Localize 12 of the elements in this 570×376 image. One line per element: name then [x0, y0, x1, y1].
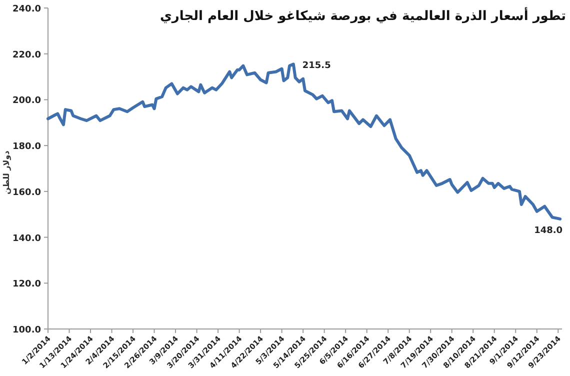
- y-tick-label: 100.0: [12, 326, 41, 336]
- annotation: 148.0: [534, 226, 563, 236]
- y-tick-label: 180.0: [12, 142, 41, 152]
- y-tick-label: 240.0: [12, 4, 41, 14]
- y-tick-label: 140.0: [12, 234, 41, 244]
- y-tick-label: 220.0: [12, 50, 41, 60]
- ylabel: دولار للطن: [2, 150, 11, 194]
- annotation: 215.5: [302, 61, 331, 72]
- y-tick-label: 160.0: [12, 188, 41, 198]
- title: تطور أسعار الذرة العالمية في بورصة شيكاغو خلال العام الجاري: [160, 9, 566, 24]
- y-tick-label: 200.0: [12, 96, 41, 106]
- y-tick-label: 120.0: [12, 280, 41, 290]
